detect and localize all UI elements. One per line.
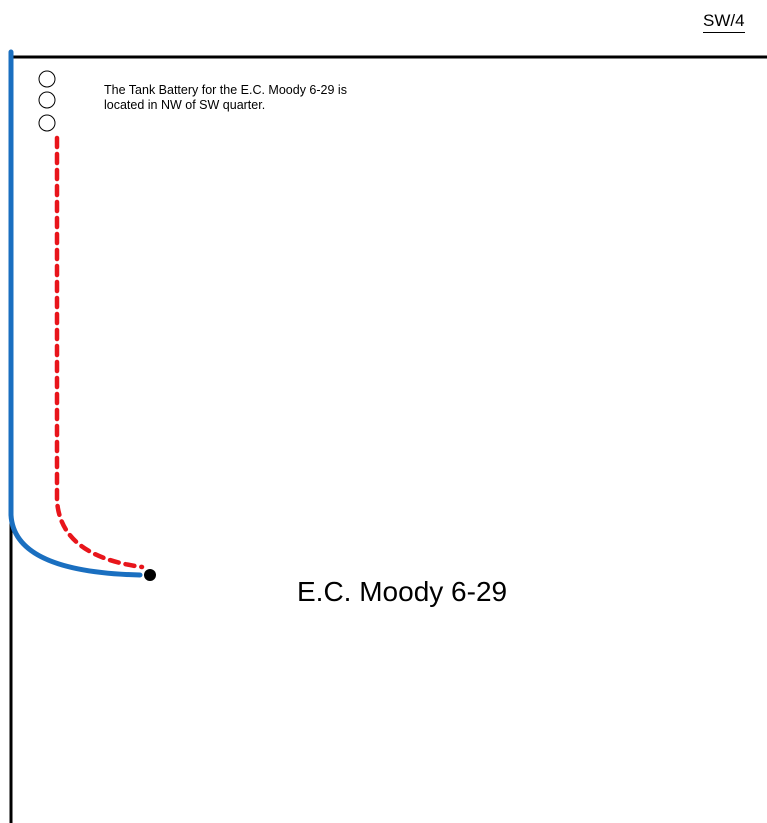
tank-icon (38, 114, 56, 132)
lease-road (8, 49, 143, 578)
well-location-icon (144, 569, 156, 581)
tank-battery-note: The Tank Battery for the E.C. Moody 6-29… (104, 83, 347, 112)
tank-icon (38, 70, 56, 88)
flowline (54, 135, 145, 570)
tank-battery (38, 70, 56, 132)
quarter-section-label: SW/4 (703, 11, 745, 33)
well-name-label: E.C. Moody 6-29 (297, 576, 508, 607)
tank-icon (38, 91, 56, 109)
